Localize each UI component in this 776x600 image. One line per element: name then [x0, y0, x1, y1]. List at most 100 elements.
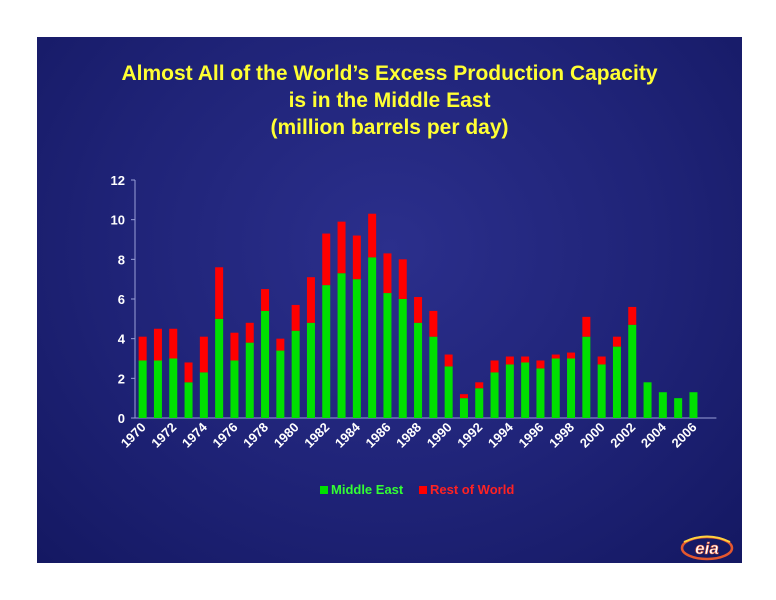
bar-middle-east-1971: [153, 360, 162, 418]
bar-rest-of-world-1974: [199, 336, 208, 373]
bar-middle-east-1990: [444, 366, 453, 418]
bar-rest-of-world-1985: [368, 213, 377, 258]
bar-rest-of-world-1986: [383, 253, 392, 294]
bar-rest-of-world-1983: [337, 221, 346, 274]
bar-middle-east-1985: [368, 257, 377, 418]
x-tick-label: 1986: [363, 420, 394, 451]
bar-middle-east-1988: [414, 322, 423, 418]
bar-rest-of-world-1984: [352, 235, 361, 280]
x-tick-label: 2000: [577, 420, 608, 451]
x-tick-label: 1992: [454, 420, 485, 451]
bar-middle-east-1972: [169, 358, 178, 418]
bar-rest-of-world-1979: [276, 338, 285, 351]
title-line-2: is in the Middle East: [288, 89, 491, 112]
bar-middle-east-2001: [612, 346, 621, 418]
bar-rest-of-world-1977: [245, 322, 254, 343]
bar-rest-of-world-1981: [306, 277, 315, 323]
bar-middle-east-1991: [459, 398, 468, 418]
bar-middle-east-2000: [597, 364, 606, 418]
bar-rest-of-world-1994: [505, 356, 514, 365]
bar-rest-of-world-1990: [444, 354, 453, 367]
x-tick-label: 1988: [393, 420, 424, 451]
bar-middle-east-2005: [674, 398, 683, 418]
x-tick-label: 1996: [516, 420, 547, 451]
y-tick-label: 0: [118, 411, 125, 426]
bar-rest-of-world-1995: [521, 356, 530, 363]
bar-rest-of-world-1972: [169, 328, 178, 359]
x-tick-label: 1980: [271, 420, 302, 451]
bar-rest-of-world-2001: [612, 336, 621, 347]
bar-middle-east-1979: [276, 350, 285, 418]
bar-rest-of-world-1988: [414, 297, 423, 323]
legend-swatch-rest-of-world: [419, 486, 427, 494]
y-tick-label: 2: [118, 371, 125, 386]
bar-rest-of-world-1973: [184, 362, 193, 383]
bar-rest-of-world-1991: [459, 394, 468, 399]
x-tick-label: 1994: [485, 419, 517, 451]
bar-rest-of-world-1993: [490, 360, 499, 373]
eia-logo-icon: eia: [680, 535, 734, 561]
bar-middle-east-1987: [398, 299, 407, 418]
bar-rest-of-world-2002: [628, 306, 637, 325]
logo-text: eia: [695, 539, 719, 558]
y-tick-label: 12: [111, 173, 125, 188]
bar-middle-east-2002: [628, 324, 637, 418]
bar-rest-of-world-1992: [475, 382, 484, 389]
bar-middle-east-1980: [291, 330, 300, 418]
y-tick-label: 8: [118, 252, 125, 267]
x-tick-label: 1974: [179, 419, 211, 451]
bar-rest-of-world-1982: [322, 233, 331, 286]
bar-rest-of-world-1987: [398, 259, 407, 299]
chart-title: Almost All of the World’s Excess Product…: [37, 60, 742, 141]
x-tick-label: 1972: [148, 420, 179, 451]
bar-middle-east-1998: [567, 358, 576, 418]
bar-middle-east-1975: [215, 318, 224, 418]
bar-middle-east-1992: [475, 388, 484, 418]
bar-middle-east-1989: [429, 336, 438, 418]
bar-middle-east-1996: [536, 368, 545, 418]
bar-rest-of-world-1996: [536, 360, 545, 369]
bar-middle-east-1981: [306, 322, 315, 418]
bar-middle-east-1986: [383, 293, 392, 418]
bar-middle-east-2003: [643, 382, 652, 418]
legend: Middle East Rest of World: [320, 482, 514, 497]
bar-rest-of-world-1989: [429, 310, 438, 337]
bar-rest-of-world-1970: [138, 336, 147, 361]
bar-rest-of-world-2000: [597, 356, 606, 365]
bar-middle-east-1974: [199, 372, 208, 418]
y-tick-label: 6: [118, 292, 125, 307]
x-tick-label: 1984: [332, 419, 364, 451]
x-tick-label: 2006: [669, 420, 700, 451]
bar-middle-east-1978: [261, 310, 270, 418]
title-line-1: Almost All of the World’s Excess Product…: [121, 62, 658, 85]
bar-rest-of-world-1999: [582, 316, 591, 337]
bar-middle-east-1984: [352, 279, 361, 418]
bar-middle-east-1994: [505, 364, 514, 418]
bar-middle-east-1993: [490, 372, 499, 418]
title-line-3: (million barrels per day): [270, 116, 509, 139]
bar-middle-east-1973: [184, 382, 193, 418]
x-tick-label: 1976: [210, 420, 241, 451]
x-tick-label: 1978: [240, 420, 271, 451]
legend-label-rest-of-world: Rest of World: [430, 482, 514, 497]
bar-middle-east-1970: [138, 360, 147, 418]
x-tick-label: 2004: [638, 419, 670, 451]
bar-middle-east-1976: [230, 360, 239, 418]
y-tick-label: 10: [111, 213, 125, 228]
x-tick-label: 1982: [301, 420, 332, 451]
bar-middle-east-2006: [689, 392, 698, 418]
bar-rest-of-world-1976: [230, 332, 239, 361]
x-tick-label: 2002: [607, 420, 638, 451]
bar-middle-east-1982: [322, 285, 331, 418]
bar-middle-east-1983: [337, 273, 346, 418]
x-tick-label: 1998: [546, 420, 577, 451]
bar-rest-of-world-1975: [215, 267, 224, 319]
eia-logo: eia: [680, 533, 734, 561]
bar-middle-east-1997: [551, 358, 560, 418]
bar-middle-east-1999: [582, 336, 591, 418]
bar-middle-east-2004: [658, 392, 667, 418]
legend-swatch-middle-east: [320, 486, 328, 494]
bar-rest-of-world-1997: [551, 354, 560, 359]
legend-label-middle-east: Middle East: [331, 482, 404, 497]
